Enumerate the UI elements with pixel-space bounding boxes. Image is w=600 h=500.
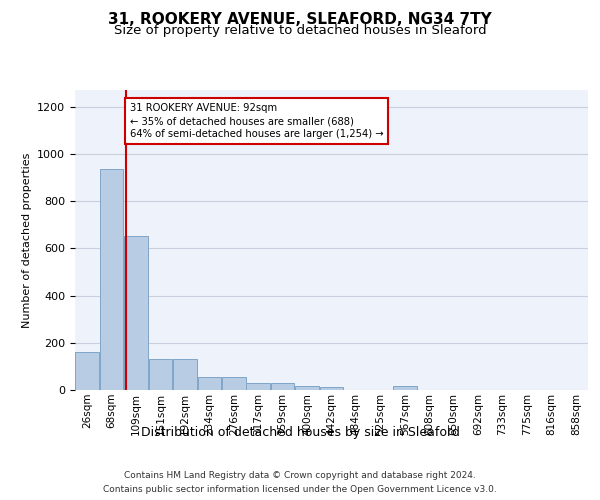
Text: Distribution of detached houses by size in Sleaford: Distribution of detached houses by size … (140, 426, 460, 439)
Bar (173, 360, 197, 390)
Bar (320, 387, 343, 390)
Bar (76, 352, 99, 390)
Bar (393, 386, 416, 390)
Bar (124, 236, 148, 390)
Text: 31, ROOKERY AVENUE, SLEAFORD, NG34 7TY: 31, ROOKERY AVENUE, SLEAFORD, NG34 7TY (108, 12, 492, 28)
Bar (222, 377, 245, 390)
Bar (197, 377, 221, 390)
Bar (149, 360, 172, 390)
Text: 31 ROOKERY AVENUE: 92sqm
← 35% of detached houses are smaller (688)
64% of semi-: 31 ROOKERY AVENUE: 92sqm ← 35% of detach… (130, 103, 383, 140)
Text: Contains public sector information licensed under the Open Government Licence v3: Contains public sector information licen… (103, 486, 497, 494)
Text: Contains HM Land Registry data © Crown copyright and database right 2024.: Contains HM Land Registry data © Crown c… (124, 472, 476, 480)
Bar (100, 169, 124, 390)
Text: Size of property relative to detached houses in Sleaford: Size of property relative to detached ho… (113, 24, 487, 37)
Bar (247, 383, 270, 390)
Y-axis label: Number of detached properties: Number of detached properties (22, 152, 32, 328)
Bar (271, 384, 295, 390)
Bar (295, 386, 319, 390)
